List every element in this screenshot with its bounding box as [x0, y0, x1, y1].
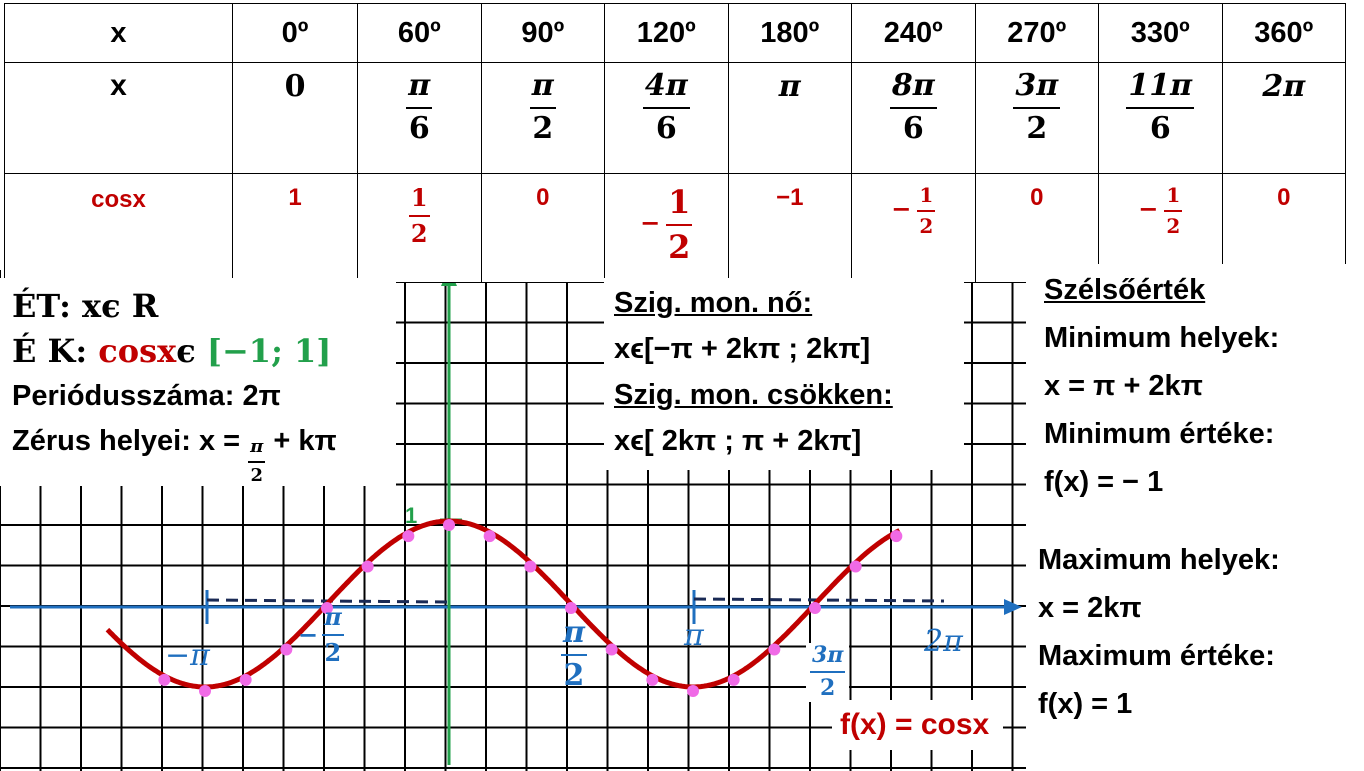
- table-cell: 180º: [727, 3, 852, 63]
- sample-point: [890, 530, 903, 543]
- decreasing-interval: xϵ[ 2kπ ; π + 2kπ]: [614, 425, 862, 457]
- sample-point: [158, 673, 171, 686]
- table-cell: 8π 6: [851, 62, 976, 174]
- sample-point: [849, 560, 862, 573]
- sample-point: [361, 560, 374, 573]
- table-cell: 2π: [1221, 62, 1346, 174]
- max-value: f(x) = 1: [1038, 688, 1133, 720]
- sample-point: [809, 602, 821, 614]
- label-three-half-pi: 3π 2: [806, 642, 850, 702]
- table-cell: −1 2: [851, 173, 976, 283]
- table-cell: 11π 6: [1098, 62, 1223, 174]
- table-cell: 270º: [974, 3, 1099, 63]
- monotonic-box: Szig. mon. nő: xϵ[−π + 2kπ ; 2kπ] Szig. …: [604, 278, 964, 470]
- label-neg-pi: −π: [165, 638, 210, 673]
- radians-row: x 0 π 6 π 2 4π 6 π 8π 6 3π 2 11π 6 2π: [4, 62, 1346, 174]
- sample-point: [280, 643, 293, 656]
- table-cell: 0: [232, 62, 358, 174]
- table-cell: −1: [727, 173, 852, 283]
- increasing-interval: xϵ[−π + 2kπ ; 2kπ]: [614, 333, 871, 365]
- sample-point: [239, 673, 252, 686]
- sample-point: [565, 602, 577, 614]
- sample-point: [443, 519, 455, 531]
- sample-point: [768, 643, 781, 656]
- min-value-label: Minimum értéke:: [1044, 418, 1275, 450]
- y-tick-label: 1: [405, 503, 418, 528]
- increasing-title: Szig. mon. nő:: [614, 287, 813, 319]
- table-cell: 330º: [1098, 3, 1223, 63]
- max-value-label: Maximum értéke:: [1038, 640, 1275, 672]
- sample-point: [321, 602, 333, 614]
- properties-box: ÉT: xϵ R É K: cosxϵ [−1; 1] Periódusszám…: [0, 278, 396, 486]
- min-value: f(x) = − 1: [1044, 466, 1164, 498]
- sample-point: [687, 685, 699, 697]
- table-cell: 360º: [1221, 3, 1346, 63]
- row-header: x: [4, 3, 233, 63]
- table-cell: 240º: [851, 3, 976, 63]
- sample-point: [646, 673, 659, 686]
- extrema-box: Szélsőérték Minimum helyek: x = π + 2kπ …: [1026, 264, 1364, 771]
- min-places: x = π + 2kπ: [1044, 370, 1203, 402]
- period-line: Periódusszáma: 2π: [12, 380, 281, 412]
- function-label: f(x) = cosx: [832, 700, 1004, 750]
- range-interval: [−1; 1]: [206, 332, 332, 370]
- range-func: cosx: [98, 332, 177, 370]
- max-places-label: Maximum helyek:: [1038, 544, 1280, 576]
- sample-point: [727, 673, 740, 686]
- min-places-label: Minimum helyek:: [1044, 322, 1280, 354]
- row-header: x: [4, 62, 233, 174]
- degrees-row: x 0º 60º 90º 120º 180º 240º 270º 330º 360º: [4, 3, 1346, 63]
- sample-point: [605, 643, 618, 656]
- sample-point: [483, 530, 496, 543]
- table-cell: 1: [232, 173, 358, 283]
- decreasing-title: Szig. mon. csökken:: [614, 379, 893, 411]
- max-places: x = 2kπ: [1038, 592, 1142, 624]
- table-cell: 4π 6: [604, 62, 729, 174]
- table-cell: π: [727, 62, 852, 174]
- label-two-pi: 2π: [924, 624, 963, 659]
- sample-point: [199, 685, 211, 697]
- sample-point: [402, 530, 415, 543]
- table-cell: 60º: [357, 3, 482, 63]
- table-cell: 3π 2: [974, 62, 1099, 174]
- table-cell: 90º: [480, 3, 605, 63]
- extrema-title: Szélsőérték: [1044, 274, 1206, 306]
- label-pi: π: [684, 618, 704, 653]
- value-table: x 0º 60º 90º 120º 180º 240º 270º 330º 360º x 0 π 6 π 2 4…: [4, 3, 1346, 283]
- sample-points: [158, 519, 903, 697]
- domain-line: ÉT: xϵ R: [12, 287, 159, 325]
- cosine-curve: [105, 518, 901, 690]
- table-cell: 0: [480, 173, 605, 283]
- table-cell: 0º: [232, 3, 358, 63]
- table-cell: 120º: [604, 3, 729, 63]
- range-line: É K: cosxϵ [−1; 1]: [12, 332, 332, 370]
- row-header: cosx: [4, 173, 233, 283]
- table-cell: −1 2: [604, 173, 729, 283]
- sample-point: [524, 560, 537, 573]
- x-axis-arrow: [1004, 599, 1022, 615]
